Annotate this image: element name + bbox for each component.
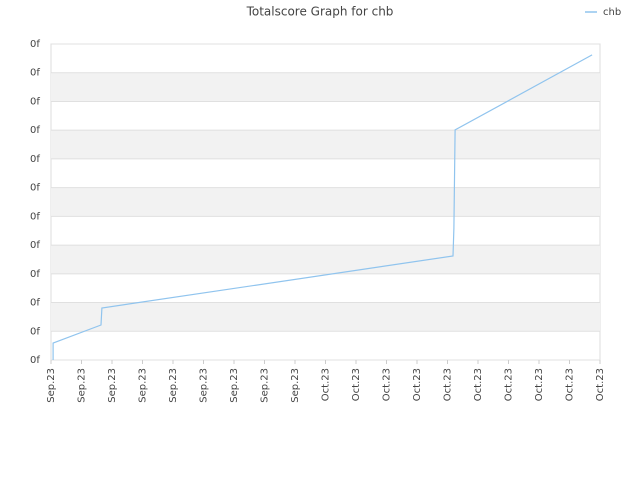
x-tick-label: Sep.23 [138, 368, 149, 403]
y-tick-label: 0f [30, 298, 40, 309]
y-tick-label: 0f [30, 326, 40, 337]
x-tick-label: Oct.23 [321, 368, 332, 401]
x-tick-label: Sep.23 [290, 368, 301, 403]
x-tick-label: Sep.23 [77, 368, 88, 403]
grid-band [51, 187, 600, 217]
legend-label: chb [603, 7, 621, 18]
y-tick-label: 0f [30, 154, 40, 165]
chart-title: Totalscore Graph for chb [246, 5, 394, 19]
y-tick-label: 0f [30, 183, 40, 194]
x-tick-label: Oct.23 [412, 368, 423, 401]
y-tick-label: 0f [30, 39, 40, 50]
grid-band [51, 245, 600, 274]
x-tick-label: Sep.23 [168, 368, 179, 403]
grid-band [51, 130, 600, 159]
y-tick-label: 0f [30, 240, 40, 251]
y-tick-label: 0f [30, 211, 40, 222]
grid-band [51, 302, 600, 332]
grid-band [51, 72, 600, 102]
x-tick-label: Sep.23 [229, 368, 240, 403]
y-tick-label: 0f [30, 355, 40, 366]
y-tick-label: 0f [30, 125, 40, 136]
x-tick-label: Oct.23 [595, 368, 606, 401]
y-tick-label: 0f [30, 96, 40, 107]
line [52, 54, 593, 360]
x-tick-label: Oct.23 [351, 368, 362, 401]
y-tick-label: 0f [30, 68, 40, 79]
x-tick-label: Sep.23 [199, 368, 210, 403]
y-tick-label: 0f [30, 269, 40, 280]
x-tick-label: Oct.23 [534, 368, 545, 401]
x-tick-label: Oct.23 [473, 368, 484, 401]
x-tick-label: Oct.23 [565, 368, 576, 401]
x-tick-label: Oct.23 [382, 368, 393, 401]
x-tick-label: Sep.23 [260, 368, 271, 403]
x-tick-label: Oct.23 [504, 368, 515, 401]
x-tick-label: Sep.23 [46, 368, 57, 403]
x-tick-label: Sep.23 [107, 368, 118, 403]
x-tick-label: Oct.23 [443, 368, 454, 401]
